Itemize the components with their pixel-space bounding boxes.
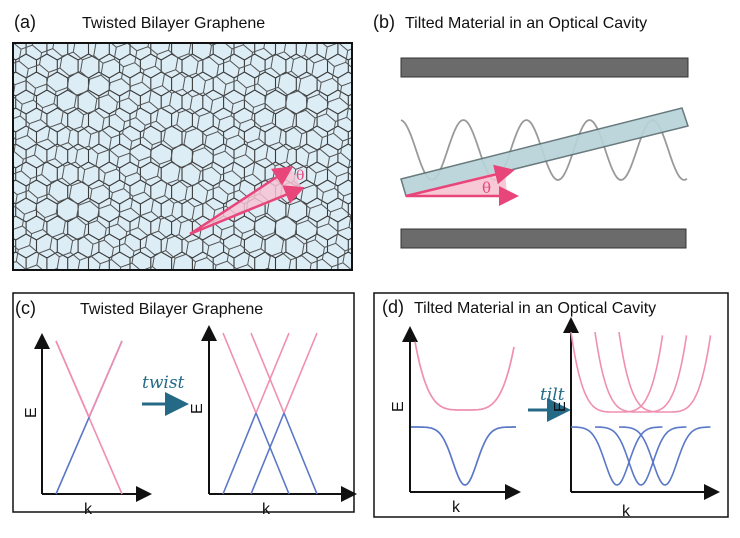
panel-c-title: Twisted Bilayer Graphene bbox=[80, 301, 263, 318]
c-right-y-label: E bbox=[189, 403, 206, 414]
tilted-slab bbox=[400, 107, 689, 197]
twist-angle-indicator: θ bbox=[189, 166, 305, 236]
panel-d: (d) Tilted Material in an Optical Cavity… bbox=[373, 292, 729, 520]
d-right-y-label: E bbox=[552, 401, 569, 412]
panel-c-left-plot: E k bbox=[23, 333, 152, 518]
panel-d-frame bbox=[373, 292, 729, 518]
dirac-cone-lower bbox=[250, 412, 285, 495]
panel-d-left-plot: E k bbox=[390, 326, 521, 516]
top-mirror bbox=[400, 57, 689, 78]
dirac-cone-lower bbox=[255, 412, 290, 495]
tilt-angle-label: θ bbox=[482, 179, 491, 197]
panel-c-frame bbox=[12, 292, 355, 513]
lower-polariton-branch bbox=[618, 426, 711, 486]
dirac-cone-upper bbox=[283, 332, 318, 414]
upper-polariton-branch bbox=[618, 331, 712, 413]
panel-c-right-plot: E k bbox=[189, 325, 357, 518]
c-left-y-label: E bbox=[23, 407, 40, 418]
upper-polariton-branch bbox=[594, 331, 688, 413]
d-left-x-label: k bbox=[452, 499, 461, 516]
lattice-vector-1 bbox=[189, 166, 294, 236]
graphene-layer bbox=[13, 43, 352, 270]
panel-c: (c) Twisted Bilayer Graphene E k twist bbox=[12, 292, 357, 518]
dirac-cone-lower bbox=[222, 412, 257, 495]
panel-a: (a) Twisted Bilayer Graphene θ bbox=[12, 12, 353, 271]
bottom-mirror bbox=[400, 228, 687, 249]
panel-b: (b) Tilted Material in an Optical Cavity… bbox=[373, 12, 689, 249]
upper-polariton-branch bbox=[570, 331, 664, 413]
dirac-cone-lower bbox=[283, 412, 318, 495]
d-right-x-label: k bbox=[622, 503, 631, 520]
shifted-polariton-branches bbox=[570, 331, 712, 486]
panel-a-frame bbox=[12, 42, 353, 271]
tilt-angle-indicator: θ bbox=[405, 164, 519, 206]
panel-b-tag: (b) bbox=[373, 12, 395, 32]
c-right-x-label: k bbox=[262, 501, 271, 518]
d-left-y-label: E bbox=[390, 401, 407, 412]
panel-a-title: Twisted Bilayer Graphene bbox=[82, 15, 265, 32]
dirac-cone-upper bbox=[250, 332, 285, 414]
panel-c-tag: (c) bbox=[15, 298, 36, 318]
dirac-cone-upper bbox=[55, 340, 90, 418]
twist-label: twist bbox=[142, 373, 185, 393]
lower-polariton-branch bbox=[594, 426, 687, 486]
moire-lattice bbox=[13, 43, 352, 270]
panel-d-title: Tilted Material in an Optical Cavity bbox=[414, 300, 656, 317]
panel-d-right-plot: E k bbox=[552, 317, 720, 520]
dirac-cone-upper bbox=[88, 340, 123, 418]
panel-d-tag: (d) bbox=[382, 297, 404, 317]
twist-angle-label: θ bbox=[296, 168, 304, 184]
dirac-cone-upper bbox=[222, 332, 257, 414]
lattice-vector-2 bbox=[189, 185, 305, 236]
c-left-x-label: k bbox=[84, 501, 93, 518]
lower-polariton-branch bbox=[411, 426, 516, 486]
upper-polariton-branch bbox=[414, 341, 515, 411]
dirac-cone-upper bbox=[255, 332, 290, 414]
lower-polariton-branch bbox=[570, 426, 663, 486]
panel-a-tag: (a) bbox=[14, 12, 36, 32]
tilted-axis-arrow bbox=[405, 164, 515, 198]
panel-b-title: Tilted Material in an Optical Cavity bbox=[405, 15, 647, 32]
